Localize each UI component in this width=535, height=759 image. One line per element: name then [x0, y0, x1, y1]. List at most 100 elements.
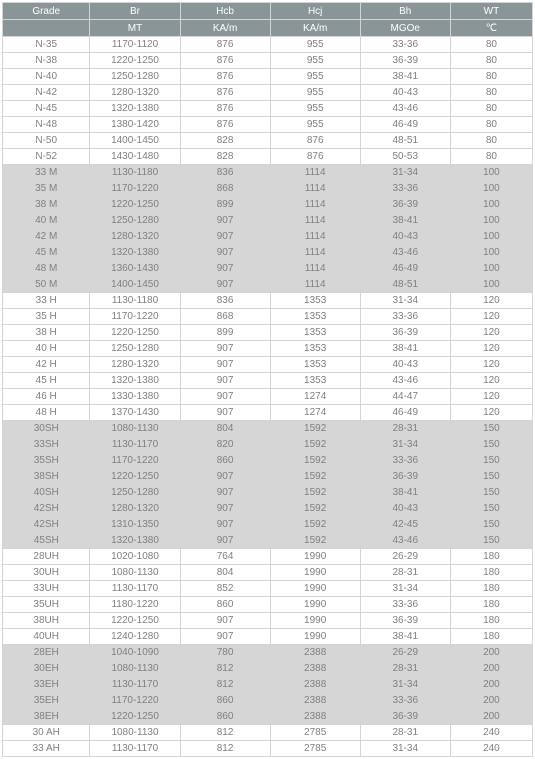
table-row: 40 M1250-1280907111438-41100 — [3, 213, 533, 229]
table-row: 38 H1220-1250899135336-39120 — [3, 325, 533, 341]
table-cell: 28UH — [3, 549, 90, 565]
table-cell: 820 — [180, 437, 270, 453]
table-row: 40SH1250-1280907159238-41150 — [3, 485, 533, 501]
table-cell: 40 M — [3, 213, 90, 229]
table-cell: 860 — [180, 597, 270, 613]
table-cell: 38-41 — [360, 69, 450, 85]
table-cell: 42-45 — [360, 517, 450, 533]
table-row: N-521430-148082887650-5380 — [3, 149, 533, 165]
table-cell: 150 — [450, 517, 532, 533]
table-cell: 80 — [450, 69, 532, 85]
table-cell: 80 — [450, 101, 532, 117]
table-cell: 1250-1280 — [90, 213, 180, 229]
table-cell: 1130-1170 — [90, 581, 180, 597]
header-bh-unit: MGOe — [360, 20, 450, 37]
table-cell: 828 — [180, 149, 270, 165]
table-cell: 876 — [180, 53, 270, 69]
table-cell: 100 — [450, 213, 532, 229]
table-cell: 45 H — [3, 373, 90, 389]
table-cell: 28EH — [3, 645, 90, 661]
table-cell: 876 — [270, 149, 360, 165]
table-row: 42SH1310-1350907159242-45150 — [3, 517, 533, 533]
table-cell: 828 — [180, 133, 270, 149]
table-cell: 876 — [180, 101, 270, 117]
table-cell: 46-49 — [360, 261, 450, 277]
table-cell: N-42 — [3, 85, 90, 101]
table-cell: 804 — [180, 421, 270, 437]
table-cell: 150 — [450, 533, 532, 549]
table-cell: 1130-1180 — [90, 165, 180, 181]
table-cell: 38 M — [3, 197, 90, 213]
table-cell: 33 AH — [3, 741, 90, 757]
table-cell: 1170-1120 — [90, 37, 180, 53]
table-cell: 1310-1350 — [90, 517, 180, 533]
table-cell: 1320-1380 — [90, 101, 180, 117]
table-cell: 38 H — [3, 325, 90, 341]
table-cell: 1353 — [270, 357, 360, 373]
table-cell: 38EH — [3, 709, 90, 725]
table-row: 28UH1020-1080764199026-29180 — [3, 549, 533, 565]
table-cell: 28-31 — [360, 725, 450, 741]
table-row: 35UH1180-1220860199033-36180 — [3, 597, 533, 613]
table-cell: 46-49 — [360, 117, 450, 133]
table-cell: 45 M — [3, 245, 90, 261]
table-cell: 1370-1430 — [90, 405, 180, 421]
table-cell: 2388 — [270, 709, 360, 725]
table-cell: 1080-1130 — [90, 725, 180, 741]
table-cell: 42SH — [3, 517, 90, 533]
table-row: 30 AH1080-1130812278528-31240 — [3, 725, 533, 741]
table-cell: 28-31 — [360, 565, 450, 581]
table-cell: 1130-1170 — [90, 437, 180, 453]
table-cell: 80 — [450, 133, 532, 149]
table-cell: 48-51 — [360, 277, 450, 293]
table-row: 33EH1130-1170812238831-34200 — [3, 677, 533, 693]
table-cell: 852 — [180, 581, 270, 597]
table-cell: 200 — [450, 693, 532, 709]
table-cell: 1360-1430 — [90, 261, 180, 277]
table-cell: 860 — [180, 709, 270, 725]
table-cell: 1114 — [270, 277, 360, 293]
table-cell: 1080-1130 — [90, 421, 180, 437]
table-cell: N-50 — [3, 133, 90, 149]
table-cell: 43-46 — [360, 373, 450, 389]
table-cell: 1430-1480 — [90, 149, 180, 165]
table-cell: 28-31 — [360, 661, 450, 677]
table-row: N-401250-128087695538-4180 — [3, 69, 533, 85]
table-row: 45 H1320-1380907135343-46120 — [3, 373, 533, 389]
table-cell: 1170-1220 — [90, 453, 180, 469]
table-cell: 1400-1450 — [90, 277, 180, 293]
table-cell: 907 — [180, 501, 270, 517]
table-cell: 46 H — [3, 389, 90, 405]
table-cell: 100 — [450, 229, 532, 245]
table-cell: 36-39 — [360, 53, 450, 69]
table-cell: 48 H — [3, 405, 90, 421]
table-cell: 1990 — [270, 581, 360, 597]
table-cell: 33-36 — [360, 693, 450, 709]
table-cell: 907 — [180, 341, 270, 357]
table-cell: 33-36 — [360, 37, 450, 53]
table-cell: 150 — [450, 421, 532, 437]
table-row: 30UH1080-1130804199028-31180 — [3, 565, 533, 581]
table-cell: 1250-1280 — [90, 485, 180, 501]
table-row: 40 H1250-1280907135338-41120 — [3, 341, 533, 357]
table-cell: 40 H — [3, 341, 90, 357]
table-cell: 1114 — [270, 213, 360, 229]
table-cell: 1353 — [270, 341, 360, 357]
table-cell: 907 — [180, 213, 270, 229]
table-row: 50 M1400-1450907111448-51100 — [3, 277, 533, 293]
table-cell: 955 — [270, 117, 360, 133]
table-cell: 200 — [450, 645, 532, 661]
table-cell: 120 — [450, 373, 532, 389]
table-cell: 1280-1320 — [90, 229, 180, 245]
table-cell: 1353 — [270, 293, 360, 309]
header-hcb: Hcb — [180, 3, 270, 20]
table-cell: 1320-1380 — [90, 533, 180, 549]
header-row-1: Grade Br Hcb Hcj Bh WT — [3, 3, 533, 20]
header-bh: Bh — [360, 3, 450, 20]
table-cell: 180 — [450, 549, 532, 565]
table-cell: 40-43 — [360, 501, 450, 517]
table-cell: 907 — [180, 277, 270, 293]
table-row: N-381220-125087695536-3980 — [3, 53, 533, 69]
table-cell: N-48 — [3, 117, 90, 133]
table-cell: 35SH — [3, 453, 90, 469]
